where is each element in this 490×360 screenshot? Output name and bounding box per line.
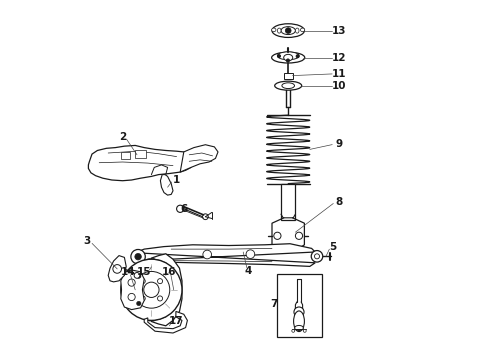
Circle shape <box>311 251 323 262</box>
Bar <box>281 184 295 220</box>
Polygon shape <box>160 175 173 195</box>
Circle shape <box>150 258 156 264</box>
Circle shape <box>274 232 281 239</box>
Polygon shape <box>108 256 126 282</box>
Bar <box>284 184 293 198</box>
Circle shape <box>176 205 184 212</box>
Text: 4: 4 <box>245 266 252 276</box>
Ellipse shape <box>294 311 304 332</box>
Circle shape <box>295 232 303 239</box>
Ellipse shape <box>275 81 302 90</box>
Circle shape <box>133 271 170 308</box>
Circle shape <box>202 214 208 220</box>
Polygon shape <box>88 145 194 181</box>
Circle shape <box>157 279 163 284</box>
Circle shape <box>137 274 141 278</box>
Ellipse shape <box>284 54 293 61</box>
Circle shape <box>131 249 145 264</box>
Text: 3: 3 <box>84 236 91 246</box>
Circle shape <box>128 279 135 286</box>
Circle shape <box>246 250 255 258</box>
Text: 10: 10 <box>331 81 346 91</box>
Ellipse shape <box>300 28 305 32</box>
Bar <box>135 150 146 158</box>
Circle shape <box>285 28 291 33</box>
Circle shape <box>128 293 135 301</box>
Circle shape <box>296 55 299 58</box>
Polygon shape <box>135 244 315 266</box>
Ellipse shape <box>294 325 303 330</box>
Circle shape <box>150 315 156 321</box>
Ellipse shape <box>271 52 305 63</box>
Text: 16: 16 <box>162 267 177 277</box>
Text: 5: 5 <box>330 242 337 252</box>
Circle shape <box>144 282 159 297</box>
Circle shape <box>140 296 145 301</box>
Text: 6: 6 <box>180 204 188 214</box>
Polygon shape <box>151 254 182 326</box>
Circle shape <box>203 250 212 259</box>
Bar <box>277 274 322 337</box>
Circle shape <box>134 273 140 278</box>
Circle shape <box>277 55 280 58</box>
Circle shape <box>315 254 319 259</box>
Circle shape <box>113 265 122 273</box>
Ellipse shape <box>272 24 304 37</box>
Circle shape <box>287 59 290 62</box>
Ellipse shape <box>295 28 299 33</box>
Circle shape <box>303 329 306 332</box>
Ellipse shape <box>281 27 295 35</box>
Circle shape <box>294 307 304 317</box>
Text: 12: 12 <box>331 53 346 63</box>
Text: 1: 1 <box>173 175 180 185</box>
Circle shape <box>140 279 145 284</box>
Ellipse shape <box>271 28 276 32</box>
Text: 8: 8 <box>335 197 342 207</box>
Text: 17: 17 <box>169 316 184 326</box>
Ellipse shape <box>277 52 299 60</box>
Bar <box>284 73 293 79</box>
Circle shape <box>121 259 182 320</box>
Ellipse shape <box>277 28 281 33</box>
Polygon shape <box>121 270 144 310</box>
Text: 9: 9 <box>335 139 342 149</box>
Circle shape <box>137 301 141 306</box>
Text: 13: 13 <box>331 26 346 36</box>
Text: 14: 14 <box>121 267 135 277</box>
Text: 2: 2 <box>119 132 126 142</box>
Circle shape <box>157 296 163 301</box>
Circle shape <box>135 253 141 260</box>
Polygon shape <box>180 145 218 172</box>
Polygon shape <box>144 311 187 333</box>
Bar <box>121 152 130 159</box>
Text: 15: 15 <box>137 267 151 277</box>
Text: 11: 11 <box>331 69 346 79</box>
Circle shape <box>292 329 294 332</box>
Text: 7: 7 <box>270 299 278 309</box>
Ellipse shape <box>282 83 294 89</box>
